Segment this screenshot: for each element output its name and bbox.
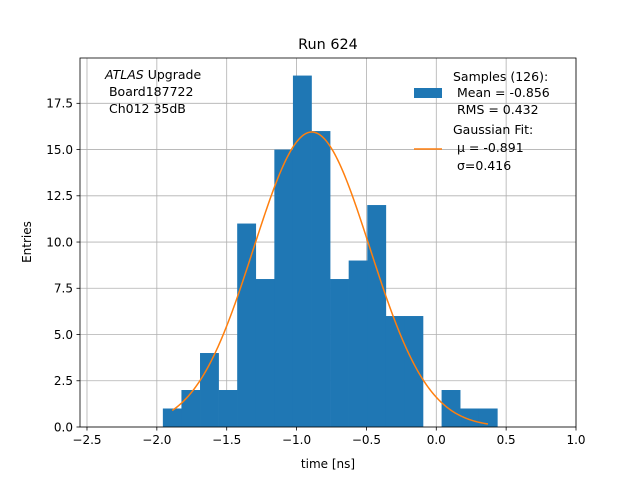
histogram-bars <box>162 75 498 428</box>
histogram-bar <box>255 279 275 427</box>
y-tick-label: 17.5 <box>46 97 73 111</box>
x-tick-label: −0.5 <box>352 433 381 447</box>
y-axis-ticks: 0.0 2.5 5.0 7.5 10.0 12.5 15.0 17.5 <box>46 97 80 434</box>
atlas-label: ATLAS <box>104 67 144 82</box>
histogram-bar <box>162 408 182 427</box>
x-axis-ticks: −2.5 −2.0 −1.5 −1.0 −0.5 0.0 0.5 1.0 <box>72 427 586 447</box>
histogram-bar <box>441 390 461 427</box>
x-tick-label: −2.0 <box>142 433 171 447</box>
board-label: Board187722 <box>105 84 193 99</box>
y-tick-label: 7.5 <box>54 282 73 296</box>
histogram-bar <box>460 408 480 427</box>
histogram-bar <box>218 390 238 427</box>
x-axis-label: time [ns] <box>301 457 355 471</box>
histogram-bar <box>311 131 331 427</box>
y-tick-label: 5.0 <box>54 328 73 342</box>
channel-label: Ch012 35dB <box>105 101 186 116</box>
y-tick-label: 15.0 <box>46 143 73 157</box>
legend-fit-mu: μ = -0.891 <box>453 140 524 155</box>
x-tick-label: −1.0 <box>282 433 311 447</box>
x-tick-label: −2.5 <box>72 433 101 447</box>
histogram-bar <box>478 408 498 427</box>
svg-text:ATLAS Upgrade: ATLAS Upgrade <box>104 67 201 82</box>
legend-fit-sigma: σ=0.416 <box>453 158 511 173</box>
y-axis-label: Entries <box>20 221 34 263</box>
y-tick-label: 0.0 <box>54 420 73 434</box>
histogram-bar <box>404 316 424 427</box>
x-tick-label: 0.5 <box>497 433 516 447</box>
legend-samples-rms: RMS = 0.432 <box>453 102 539 117</box>
gaussian-fit-curve <box>171 131 489 425</box>
x-tick-label: −1.5 <box>212 433 241 447</box>
y-tick-label: 12.5 <box>46 189 73 203</box>
x-tick-label: 1.0 <box>566 433 585 447</box>
histogram-bar <box>348 260 368 427</box>
x-tick-label: 0.0 <box>427 433 446 447</box>
histogram-bar <box>274 149 294 427</box>
upgrade-label: Upgrade <box>144 67 202 82</box>
histogram-bar <box>330 279 349 427</box>
legend: Samples (126): Mean = -0.856 RMS = 0.432… <box>414 69 550 173</box>
atlas-annotation: ATLAS Upgrade Board187722 Ch012 35dB <box>104 67 201 116</box>
histogram-bar <box>237 223 257 427</box>
legend-samples-title: Samples (126): <box>453 69 548 84</box>
plot-frame <box>79 57 577 428</box>
chart-title: Run 624 <box>298 37 358 53</box>
histogram-bar <box>367 205 387 427</box>
histogram-bar <box>292 75 312 428</box>
histogram-bar <box>181 390 201 427</box>
legend-fit-title: Gaussian Fit: <box>453 122 533 137</box>
histogram-bar <box>385 316 405 427</box>
legend-samples-swatch <box>414 88 442 98</box>
y-tick-label: 2.5 <box>54 374 73 388</box>
legend-samples-mean: Mean = -0.856 <box>453 85 550 100</box>
y-tick-label: 10.0 <box>46 235 73 249</box>
